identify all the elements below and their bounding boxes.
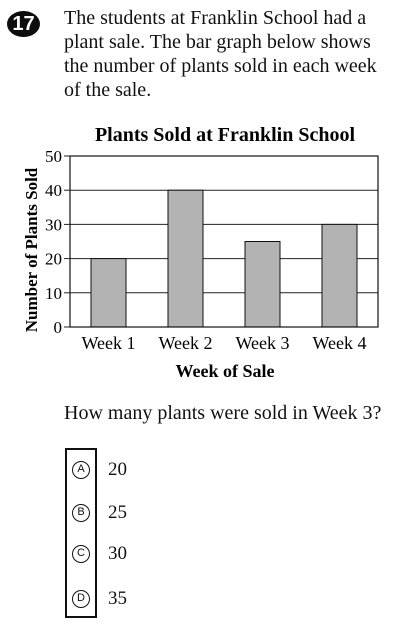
choice-d-text: 35 — [108, 588, 127, 609]
y-tick-label: 20 — [45, 250, 62, 269]
chart-title: Plants Sold at Franklin School — [95, 124, 356, 146]
choice-b-text: 25 — [108, 502, 127, 523]
choice-c-bubble[interactable]: C — [72, 545, 90, 563]
x-axis-label: Week of Sale — [176, 361, 275, 381]
question-prompt: The students at Franklin School had a pl… — [64, 7, 377, 101]
y-tick-label: 40 — [45, 181, 62, 200]
choice-c-text: 30 — [108, 543, 127, 564]
bar-week-4 — [321, 223, 358, 328]
y-tick-label: 10 — [45, 284, 62, 303]
x-tick-label: Week 1 — [81, 333, 135, 353]
y-axis-label: Number of Plants Sold — [22, 167, 41, 332]
choice-a-text: 20 — [108, 459, 127, 480]
x-tick-label: Week 4 — [312, 333, 366, 353]
bar-week-3 — [244, 241, 281, 328]
question-text: How many plants were sold in Week 3? — [64, 402, 382, 424]
x-tick-label: Week 3 — [235, 333, 289, 353]
choice-b-bubble[interactable]: B — [72, 504, 90, 522]
y-tick-label: 50 — [45, 147, 62, 166]
bar-week-1 — [90, 258, 127, 328]
y-tick-label: 30 — [45, 215, 62, 234]
x-tick-label: Week 2 — [158, 333, 212, 353]
choice-a-bubble[interactable]: A — [72, 461, 90, 479]
bar-week-2 — [167, 189, 204, 328]
choice-d-bubble[interactable]: D — [72, 590, 90, 608]
y-tick-label: 0 — [54, 318, 63, 337]
bar-chart: Plants Sold at Franklin School Number of… — [22, 124, 379, 381]
answer-choices-box — [65, 448, 97, 618]
plot-frame — [69, 155, 379, 328]
question-number-badge: 17 — [7, 11, 40, 37]
